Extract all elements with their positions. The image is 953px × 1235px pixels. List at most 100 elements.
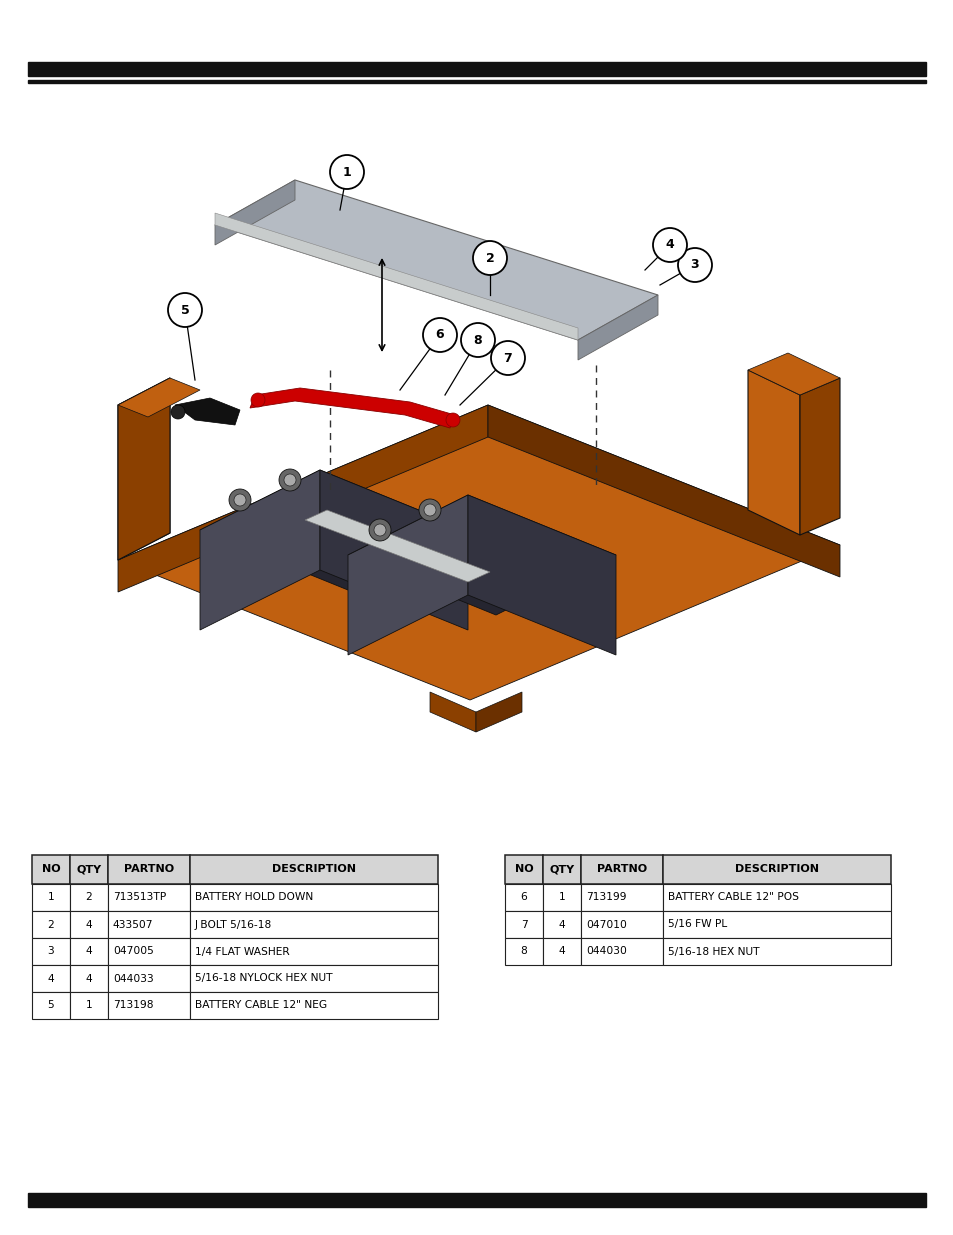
Text: NO: NO (42, 864, 60, 874)
Bar (542, 855, 580, 884)
Polygon shape (348, 495, 616, 615)
Polygon shape (747, 370, 800, 535)
Polygon shape (305, 510, 490, 582)
Circle shape (652, 228, 686, 262)
Bar (504, 939, 542, 965)
Bar (662, 939, 890, 965)
Text: 3: 3 (48, 946, 54, 956)
Text: 4: 4 (86, 946, 92, 956)
Bar (70, 992, 108, 1019)
Text: 4: 4 (86, 920, 92, 930)
Text: 1: 1 (86, 1000, 92, 1010)
Polygon shape (200, 471, 468, 590)
Text: 8: 8 (520, 946, 527, 956)
Bar (32, 911, 70, 939)
Text: 4: 4 (558, 920, 565, 930)
Circle shape (460, 324, 495, 357)
Text: 8: 8 (474, 333, 482, 347)
Text: 713199: 713199 (585, 893, 626, 903)
Polygon shape (250, 388, 455, 429)
Circle shape (423, 504, 436, 516)
Text: BATTERY CABLE 12" NEG: BATTERY CABLE 12" NEG (194, 1000, 327, 1010)
Bar (28, 80, 925, 83)
Text: J BOLT 5/16-18: J BOLT 5/16-18 (194, 920, 272, 930)
Text: PARTNO: PARTNO (597, 864, 646, 874)
Text: 713198: 713198 (112, 1000, 153, 1010)
Circle shape (374, 524, 386, 536)
Circle shape (491, 341, 524, 375)
Text: 4: 4 (86, 973, 92, 983)
Bar (662, 884, 890, 911)
Text: BATTERY CABLE 12" POS: BATTERY CABLE 12" POS (667, 893, 799, 903)
Circle shape (284, 474, 295, 487)
Bar (542, 939, 580, 965)
Text: 7: 7 (503, 352, 512, 364)
Text: 5: 5 (48, 1000, 54, 1010)
Bar (32, 965, 70, 992)
Text: 713513TP: 713513TP (112, 893, 166, 903)
Text: 1/4 FLAT WASHER: 1/4 FLAT WASHER (194, 946, 290, 956)
Circle shape (418, 499, 440, 521)
Bar (580, 911, 662, 939)
Polygon shape (200, 471, 319, 630)
Polygon shape (214, 212, 578, 340)
Circle shape (278, 469, 301, 492)
Text: 047005: 047005 (112, 946, 153, 956)
Text: 047010: 047010 (585, 920, 626, 930)
Text: 433507: 433507 (112, 920, 153, 930)
Bar (190, 992, 437, 1019)
Text: 1: 1 (342, 165, 351, 179)
Polygon shape (468, 495, 616, 655)
Text: DESCRIPTION: DESCRIPTION (272, 864, 355, 874)
Polygon shape (118, 405, 488, 592)
Bar (70, 911, 108, 939)
Text: 5/16-18 HEX NUT: 5/16-18 HEX NUT (667, 946, 759, 956)
Text: 4: 4 (48, 973, 54, 983)
Circle shape (229, 489, 251, 511)
Text: 5: 5 (180, 304, 190, 316)
Text: 5/16-18 NYLOCK HEX NUT: 5/16-18 NYLOCK HEX NUT (194, 973, 333, 983)
Text: 4: 4 (558, 946, 565, 956)
Text: 2: 2 (86, 893, 92, 903)
Circle shape (168, 293, 202, 327)
Bar (32, 884, 70, 911)
Circle shape (678, 248, 711, 282)
Polygon shape (118, 378, 200, 417)
Text: PARTNO: PARTNO (124, 864, 173, 874)
Bar (70, 939, 108, 965)
Bar (504, 855, 542, 884)
Bar (70, 855, 108, 884)
Polygon shape (578, 295, 658, 359)
Text: 5/16 FW PL: 5/16 FW PL (667, 920, 726, 930)
Bar (542, 884, 580, 911)
Circle shape (330, 156, 364, 189)
Bar (662, 855, 890, 884)
Bar (108, 965, 190, 992)
Polygon shape (488, 405, 840, 577)
Polygon shape (430, 692, 476, 732)
Text: 6: 6 (436, 329, 444, 342)
Polygon shape (118, 378, 170, 559)
Polygon shape (118, 378, 170, 559)
Polygon shape (214, 180, 658, 340)
Text: 1: 1 (558, 893, 565, 903)
Bar (504, 884, 542, 911)
Text: 2: 2 (485, 252, 494, 264)
Bar (108, 992, 190, 1019)
Bar (190, 911, 437, 939)
Bar (580, 939, 662, 965)
Bar (190, 939, 437, 965)
Text: 1: 1 (48, 893, 54, 903)
Bar (28, 62, 925, 77)
Bar (108, 939, 190, 965)
Text: 044033: 044033 (112, 973, 153, 983)
Bar (32, 992, 70, 1019)
Circle shape (171, 405, 185, 419)
Bar (108, 911, 190, 939)
Polygon shape (174, 398, 240, 425)
Text: 044030: 044030 (585, 946, 626, 956)
Polygon shape (214, 180, 294, 245)
Bar (190, 965, 437, 992)
Text: 2: 2 (48, 920, 54, 930)
Bar (70, 884, 108, 911)
